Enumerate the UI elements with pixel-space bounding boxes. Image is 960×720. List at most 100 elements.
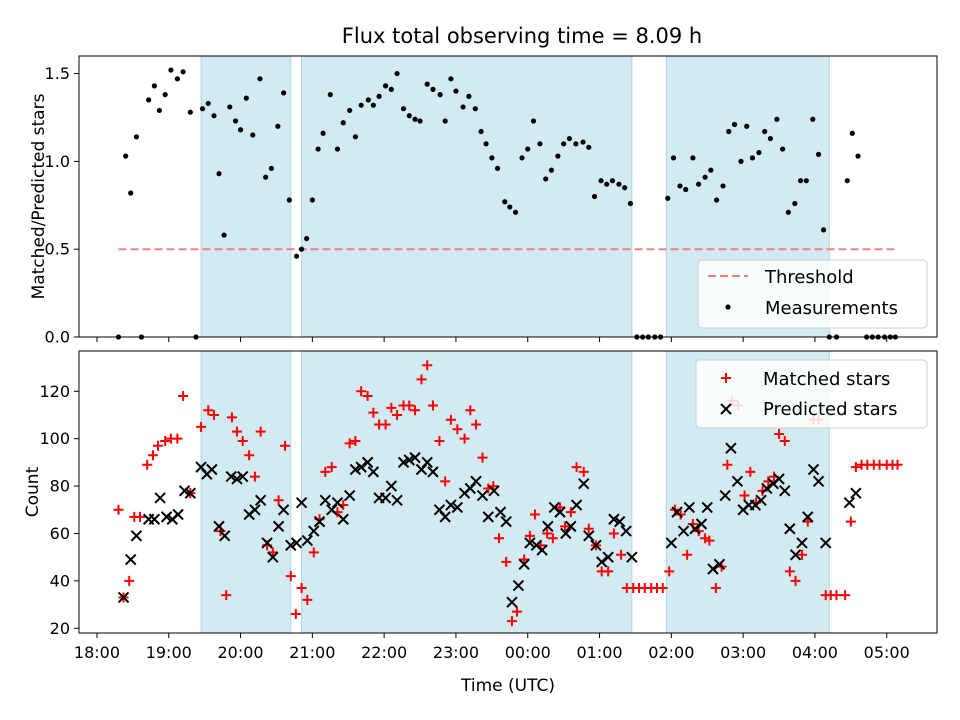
predicted-star-point bbox=[172, 508, 184, 521]
measurement-point bbox=[810, 116, 816, 122]
predicted-star-point bbox=[671, 506, 683, 518]
matched-star-point bbox=[722, 459, 733, 470]
predicted-star-point bbox=[337, 513, 349, 525]
matched-star-point bbox=[571, 462, 582, 473]
matched-star-point bbox=[603, 566, 614, 577]
predicted-star-point bbox=[620, 525, 632, 537]
matched-star-point bbox=[422, 360, 433, 371]
measurement-point bbox=[340, 120, 346, 126]
measurement-point bbox=[257, 76, 263, 82]
predicted-star-point bbox=[689, 523, 701, 535]
predicted-star-point bbox=[812, 475, 825, 488]
y-tick-label: 100 bbox=[39, 429, 70, 448]
measurement-point bbox=[472, 106, 478, 112]
predicted-star-point bbox=[500, 515, 512, 528]
x-tick-label: 00:00 bbox=[505, 643, 551, 662]
predicted-star-point bbox=[403, 454, 415, 466]
predicted-star-point bbox=[117, 591, 130, 604]
predicted-star-point bbox=[755, 494, 767, 507]
measurement-point bbox=[844, 178, 850, 184]
measurement-point bbox=[512, 209, 519, 215]
predicted-star-point bbox=[789, 549, 802, 561]
measurement-point bbox=[281, 90, 287, 96]
measurement-point bbox=[128, 190, 134, 196]
top-x-tickmarks bbox=[96, 337, 888, 342]
predicted-star-point bbox=[512, 579, 525, 592]
matched-star-point bbox=[196, 421, 207, 432]
measurement-point bbox=[437, 92, 443, 98]
predicted-star-point bbox=[590, 539, 602, 552]
predicted-star-point bbox=[397, 456, 410, 469]
matched-star-point bbox=[380, 419, 391, 430]
measurement-point bbox=[358, 102, 364, 108]
predicted-star-point bbox=[277, 504, 290, 516]
measurement-point bbox=[566, 135, 572, 142]
measurement-point bbox=[561, 141, 567, 147]
predicted-star-point bbox=[488, 485, 500, 497]
measurement-point bbox=[232, 118, 239, 124]
shaded-interval bbox=[200, 350, 292, 634]
measurement-point bbox=[797, 178, 804, 184]
measurement-point bbox=[494, 165, 501, 171]
x-tick-label: 23:00 bbox=[433, 643, 479, 662]
matched-star-point bbox=[745, 466, 756, 477]
measurement-point bbox=[347, 107, 353, 114]
predicted-star-point bbox=[536, 544, 548, 556]
predicted-star-point bbox=[494, 506, 507, 518]
measurement-point bbox=[720, 183, 726, 189]
top-y-axis-label: Matched/Predicted stars bbox=[29, 93, 49, 299]
matched-star-point bbox=[845, 516, 856, 527]
x-axis: 18:00 19:00 20:00 21:00 22:00 23:00 00:00 01:00… bbox=[74, 633, 910, 662]
predicted-star-point bbox=[518, 558, 530, 570]
measurement-point bbox=[530, 118, 537, 124]
measurement-point bbox=[670, 155, 677, 161]
x-tick-label: 05:00 bbox=[864, 643, 910, 662]
measurement-point bbox=[309, 197, 315, 203]
measurement-point bbox=[543, 176, 549, 182]
matched-star-point bbox=[113, 504, 124, 515]
matched-star-point bbox=[308, 547, 319, 558]
measurement-point bbox=[738, 158, 744, 164]
x-tick-label: 21:00 bbox=[289, 643, 335, 662]
measurement-point bbox=[156, 107, 163, 114]
predicted-star-point bbox=[482, 511, 494, 523]
predicted-star-point bbox=[595, 556, 608, 568]
measurement-point bbox=[400, 106, 407, 112]
bottom-legend: Matched stars Predicted stars bbox=[695, 359, 928, 429]
matched-star-point bbox=[657, 582, 668, 593]
predicted-star-point bbox=[719, 489, 731, 502]
matched-star-point bbox=[160, 436, 171, 447]
y-tick-label: 60 bbox=[50, 524, 70, 543]
matched-star-point bbox=[178, 391, 189, 402]
predicted-star-point bbox=[773, 473, 785, 485]
predicted-star-point bbox=[554, 506, 566, 518]
matched-star-point bbox=[560, 521, 571, 532]
matched-star-point bbox=[231, 426, 242, 437]
matched-star-point bbox=[779, 436, 790, 447]
predicted-star-point bbox=[802, 511, 814, 523]
measurement-point bbox=[237, 127, 244, 133]
measurement-point bbox=[744, 123, 750, 129]
predicted-star-point bbox=[560, 527, 572, 540]
predicted-star-point bbox=[301, 534, 314, 547]
predicted-star-point bbox=[565, 520, 577, 533]
measurement-point bbox=[406, 113, 412, 119]
x-tick-label: 03:00 bbox=[720, 643, 766, 662]
predicted-star-point bbox=[470, 475, 482, 488]
measurement-point bbox=[146, 97, 152, 103]
bottom-y-axis: 20 40 60 80 100 120 bbox=[39, 382, 79, 638]
matched-star-point bbox=[739, 490, 750, 501]
predicted-star-point bbox=[206, 463, 218, 476]
measurement-point bbox=[767, 135, 774, 142]
predicted-star-point bbox=[843, 496, 856, 509]
predicted-star-point bbox=[683, 501, 696, 514]
x-tick-label: 18:00 bbox=[74, 643, 120, 662]
matched-star-point bbox=[850, 462, 861, 473]
measurement-point bbox=[683, 186, 689, 193]
matched-star-point bbox=[356, 386, 367, 397]
matched-star-point bbox=[434, 436, 445, 447]
measurement-point bbox=[216, 171, 222, 177]
matched-star-point bbox=[386, 402, 397, 413]
matched-star-point bbox=[831, 590, 842, 601]
x-tick-label: 22:00 bbox=[361, 643, 407, 662]
